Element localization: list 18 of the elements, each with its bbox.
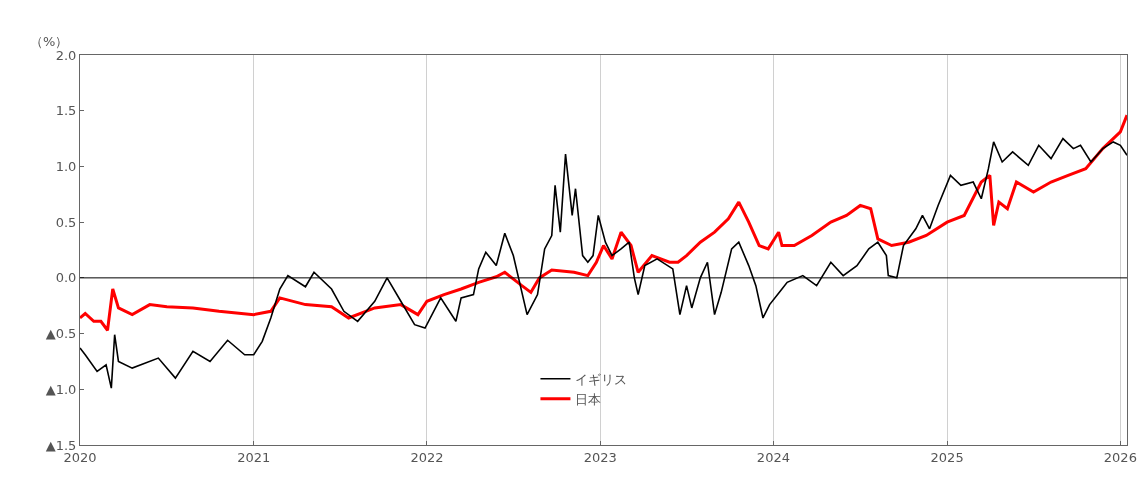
line-series bbox=[80, 137, 1127, 389]
x-tick-label: 2026 bbox=[1103, 449, 1137, 465]
y-tick-label: 1.5 bbox=[55, 103, 77, 119]
y-tick-label: ▲1.0 bbox=[45, 381, 77, 397]
x-tick-label: 2024 bbox=[756, 449, 790, 465]
y-tick-label: 0.5 bbox=[55, 214, 77, 230]
line-series bbox=[80, 113, 1127, 332]
y-tick-label: 2.0 bbox=[55, 47, 77, 63]
y-tick-label: 0.0 bbox=[55, 270, 77, 286]
y-axis-title: （%） bbox=[30, 34, 69, 49]
y-tick-label: ▲0.5 bbox=[45, 326, 77, 342]
x-tick-label: 2021 bbox=[237, 449, 271, 465]
legend-label: イギリス bbox=[575, 371, 628, 387]
y-tick-label: 1.0 bbox=[55, 158, 77, 174]
legend-label: 日本 bbox=[575, 391, 602, 407]
x-tick-label: 2025 bbox=[930, 449, 964, 465]
x-tick-label: 2022 bbox=[410, 449, 444, 465]
x-tick-label: 2023 bbox=[583, 449, 617, 465]
